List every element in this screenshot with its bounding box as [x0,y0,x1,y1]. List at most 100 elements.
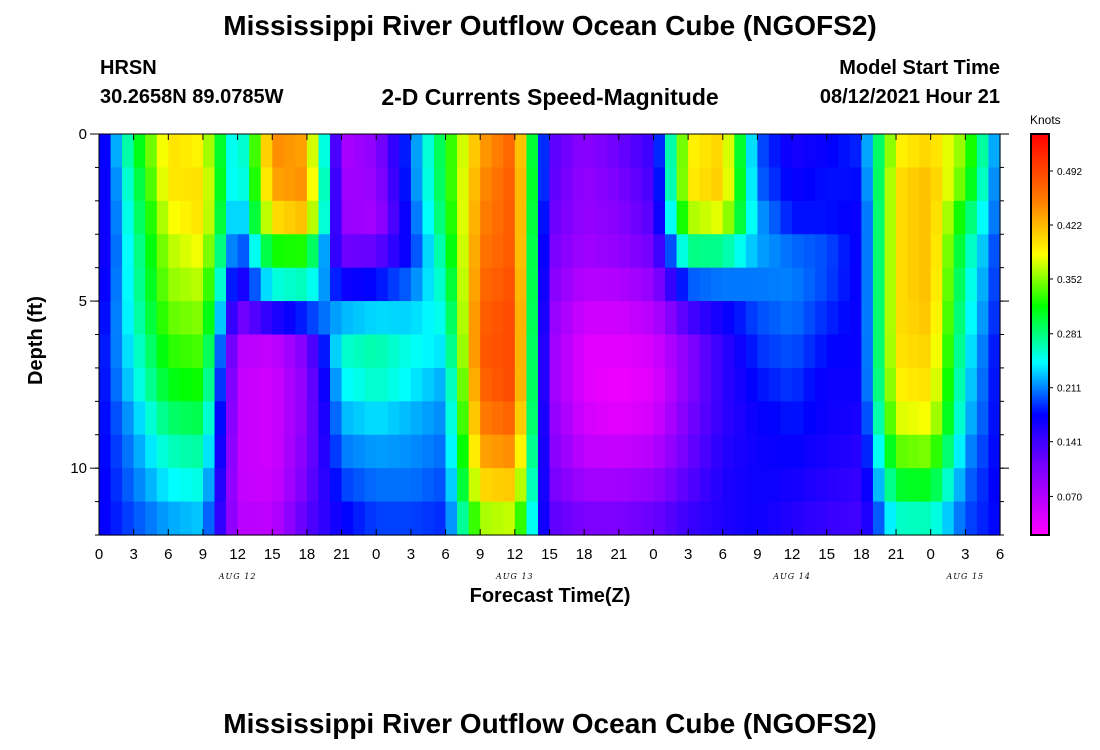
colorbar-tick-label: 0.352 [1057,275,1082,286]
heatmap-cell [988,167,1001,202]
heatmap-cell [306,301,320,336]
heatmap-cell [226,167,239,202]
heatmap-cell [341,167,354,202]
heatmap-cell [364,234,377,269]
heatmap-cell [722,234,735,269]
heatmap-cell [526,434,539,469]
heatmap-cell [607,301,620,336]
heatmap-cell [295,468,308,503]
heatmap-cell [861,301,874,336]
heatmap-cell [896,334,909,369]
heatmap-cell [133,367,146,402]
heatmap-cell [364,167,377,202]
heatmap-cell [156,167,169,202]
heatmap-cell [226,301,239,336]
heatmap-cell [272,167,285,202]
heatmap-cell [849,234,862,269]
x-tick-label: 9 [199,546,207,563]
heatmap-cell [214,334,227,369]
heatmap-cell [607,200,620,235]
heatmap-cell [930,234,943,269]
heatmap-cell [734,334,747,369]
heatmap-cell [433,301,447,336]
heatmap-cell [457,501,470,536]
heatmap-cell [260,234,273,269]
heatmap-cell [145,267,158,302]
heatmap-cell [641,401,655,436]
colorbar: 0.492 0.422 0.352 0.281 0.211 0.141 0.070 [1030,133,1082,536]
heatmap-cell [237,301,250,336]
heatmap-cell [353,401,366,436]
heatmap-cell [110,167,123,202]
heatmap-cell [780,501,793,536]
heatmap-cell [561,301,574,336]
heatmap-cell [145,401,158,436]
heatmap-cell [526,301,539,336]
heatmap-cell [976,267,990,302]
heatmap-cell [168,167,181,202]
heatmap-cell [364,200,377,235]
heatmap-cell [468,134,481,169]
heatmap-cell [792,401,805,436]
heatmap-cell [422,301,435,336]
heatmap-cell [399,334,412,369]
heatmap-cell [491,167,504,202]
heatmap-cell [676,334,689,369]
heatmap-cell [815,401,828,436]
heatmap-cell [584,334,597,369]
heatmap-cell [330,167,343,202]
heatmap-cell [780,334,793,369]
heatmap-cell [272,434,285,469]
heatmap-cell [676,434,689,469]
heatmap-cell [757,501,770,536]
heatmap-cell [965,234,978,269]
heatmap-cell [445,401,458,436]
heatmap-cell [318,401,331,436]
heatmap-cell [226,434,239,469]
heatmap-cell [826,501,839,536]
heatmap-cell [410,167,424,202]
heatmap-cell [433,267,447,302]
heatmap-cell [399,234,412,269]
heatmap-cell [976,234,990,269]
x-tick-label: 21 [333,546,350,563]
heatmap-cell [133,234,146,269]
heatmap-cell [792,301,805,336]
station-name: HRSN [100,57,157,79]
heatmap-cell [99,468,112,503]
heatmap-cell [179,234,193,269]
heatmap-cell [191,401,204,436]
x-tick-label: 0 [927,546,935,563]
heatmap-cell [145,367,158,402]
heatmap-cell [965,167,978,202]
heatmap-cell [318,501,331,536]
heatmap-cell [641,468,655,503]
heatmap-cell [549,234,562,269]
heatmap-cell [214,301,227,336]
heatmap-cell [156,267,169,302]
heatmap-cell [260,401,273,436]
heatmap-cell [872,468,886,503]
heatmap-cell [168,234,181,269]
x-tick-label: 12 [507,546,524,563]
heatmap-cell [110,134,123,169]
heatmap-cell [283,468,296,503]
heatmap-cell [630,367,643,402]
heatmap-cell [457,167,470,202]
heatmap-cell [306,434,320,469]
heatmap-cell [214,167,227,202]
heatmap-cell [976,301,990,336]
heatmap-cell [249,434,262,469]
heatmap-cell [665,501,678,536]
heatmap-cell [711,434,724,469]
heatmap-cell [884,200,897,235]
heatmap-cell [99,367,112,402]
heatmap-cell [780,234,793,269]
heatmap-cell [122,501,135,536]
x-tick-label: 18 [299,546,316,563]
heatmap-cell [272,468,285,503]
heatmap-cell [399,267,412,302]
heatmap-cell [826,267,839,302]
heatmap-cell [283,200,296,235]
heatmap-cell [353,301,366,336]
